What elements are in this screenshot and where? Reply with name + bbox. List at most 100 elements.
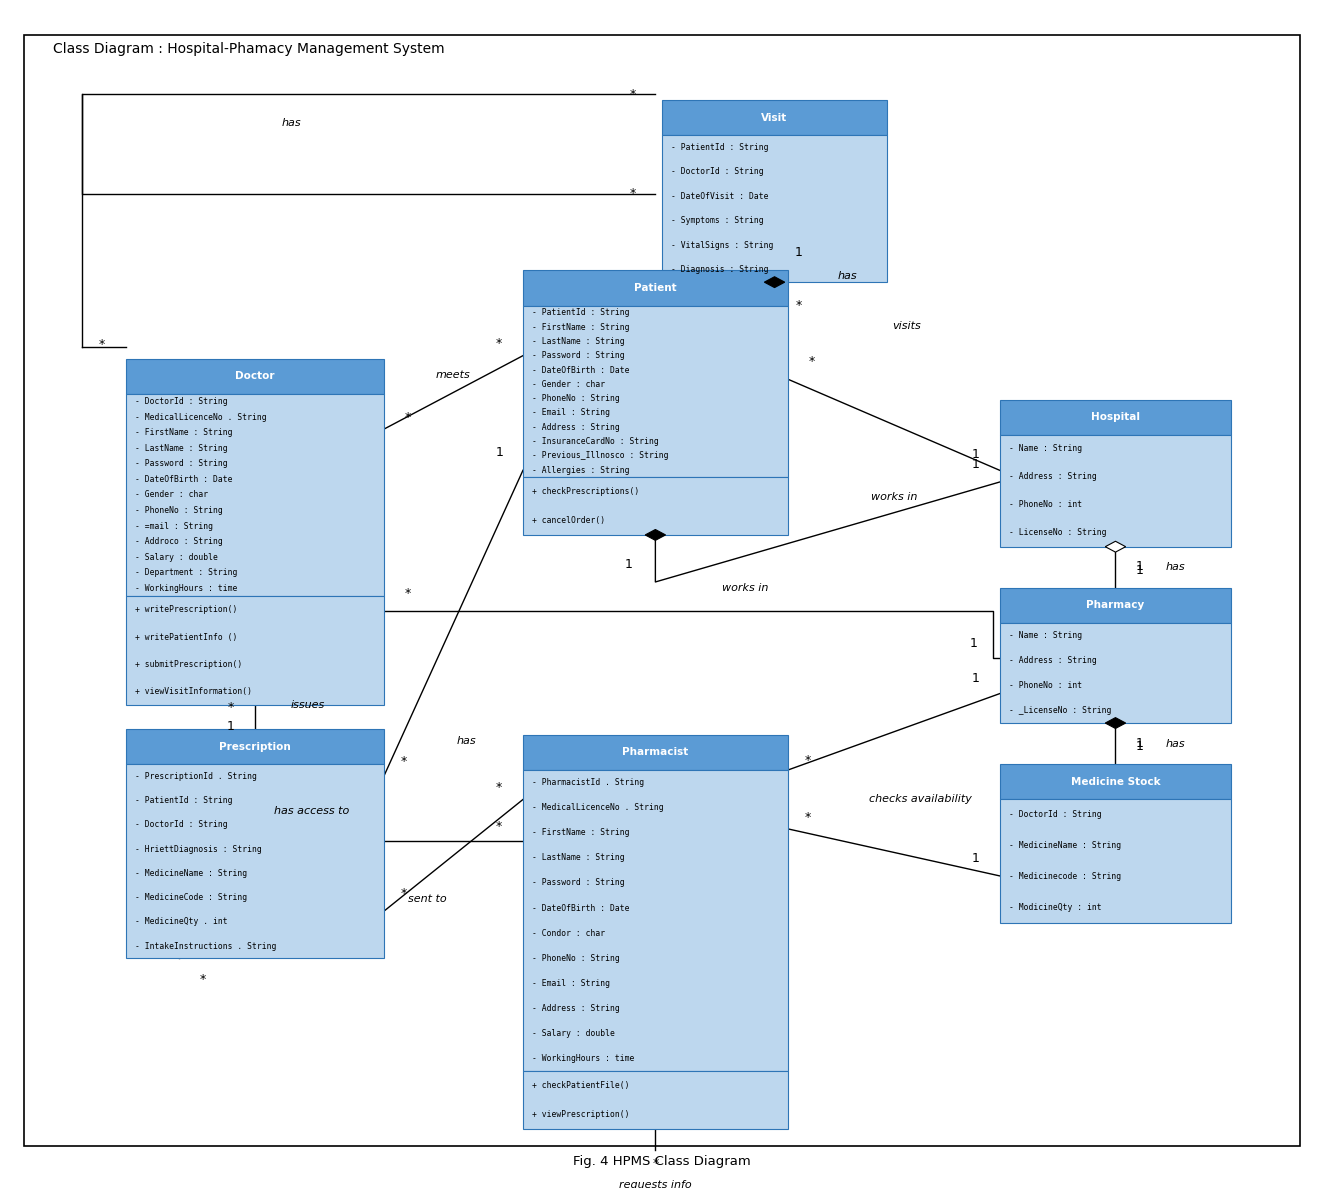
Text: 1: 1 [1136,740,1143,753]
Text: Patient: Patient [634,283,677,293]
Text: - LastName : String: - LastName : String [532,853,625,862]
Text: - MedicineName : String: - MedicineName : String [135,868,248,878]
Text: works in: works in [870,492,918,501]
Text: - MedicineQty . int: - MedicineQty . int [135,917,228,927]
Text: - PrescriptionId . String: - PrescriptionId . String [135,772,257,781]
Bar [126,394,384,596]
Text: issues: issues [291,701,324,710]
Text: - Address : String: - Address : String [532,423,620,431]
Text: - Password : String: - Password : String [135,460,228,468]
Text: + viewPrescription(): + viewPrescription() [532,1110,630,1119]
Text: + checkPatientFile(): + checkPatientFile() [532,1081,630,1089]
Text: *: * [630,88,636,101]
Text: - FirstName : String: - FirstName : String [135,428,233,437]
Text: 1: 1 [972,457,980,470]
Text: - Name : String: - Name : String [1009,444,1082,454]
Text: *: * [228,701,234,714]
Text: sent to: sent to [408,895,446,904]
Bar [1000,624,1231,723]
Text: 1: 1 [972,852,980,865]
Text: - MedicineName : String: - MedicineName : String [1009,841,1121,851]
Text: - DateOfBirth : Date: - DateOfBirth : Date [532,904,630,912]
Text: - FirstName : String: - FirstName : String [532,323,630,331]
Bar [126,729,384,764]
Text: - MedicalLicenceNo . String: - MedicalLicenceNo . String [532,803,663,813]
Text: Visit: Visit [761,113,788,122]
Bar [1000,800,1231,923]
Text: Medicine Stock: Medicine Stock [1071,777,1160,786]
Bar [1000,588,1231,624]
Text: - PhoneNo : String: - PhoneNo : String [135,506,222,516]
Polygon shape [645,530,666,541]
Text: Pharmacy: Pharmacy [1087,600,1144,611]
Text: Doctor: Doctor [236,371,274,381]
Text: - Gender : char: - Gender : char [532,380,605,388]
Text: 1: 1 [972,672,980,684]
Bar [523,770,788,1072]
Text: has: has [838,271,857,282]
Text: 1: 1 [1136,563,1143,576]
Bar [662,135,887,283]
Bar [126,359,384,394]
Text: *: * [405,587,410,600]
Text: - DateOfBirth : Date: - DateOfBirth : Date [532,366,630,374]
Text: *: * [809,355,814,368]
Text: - InsuranceCardNo : String: - InsuranceCardNo : String [532,437,659,446]
Text: + checkPrescriptions(): + checkPrescriptions() [532,487,639,497]
Text: - PharmacistId . String: - PharmacistId . String [532,778,645,788]
Text: has: has [457,735,477,746]
Text: - PhoneNo : int: - PhoneNo : int [1009,500,1082,510]
Text: Prescription: Prescription [218,741,291,752]
Text: - Allergies : String: - Allergies : String [532,466,630,475]
Text: meets: meets [436,369,471,380]
Text: - DateOfBirth : Date: - DateOfBirth : Date [135,475,233,484]
Bar [662,100,887,135]
Bar [523,305,788,478]
Text: visits: visits [892,321,922,331]
Text: - Address : String: - Address : String [1009,473,1096,481]
Text: - MedicineCode : String: - MedicineCode : String [135,893,248,902]
Text: - Condor : char: - Condor : char [532,929,605,937]
Text: 1: 1 [1136,561,1143,573]
Text: + submitPrescription(): + submitPrescription() [135,659,242,669]
Text: - Salary : double: - Salary : double [532,1029,616,1038]
Text: *: * [401,756,406,769]
Text: 1: 1 [969,637,977,650]
Text: *: * [99,337,105,350]
Text: - PhoneNo : String: - PhoneNo : String [532,954,620,962]
Text: - PhoneNo : int: - PhoneNo : int [1009,681,1082,690]
Text: - DoctorId : String: - DoctorId : String [1009,810,1102,820]
Text: - Password : String: - Password : String [532,878,625,887]
Text: - DateOfVisit : Date: - DateOfVisit : Date [671,192,769,201]
Text: - Medicinecode : String: - Medicinecode : String [1009,872,1121,881]
Text: *: * [630,188,636,201]
Text: - VitalSigns : String: - VitalSigns : String [671,241,773,249]
Text: Pharmacist: Pharmacist [622,747,688,758]
Text: - Diagnosis : String: - Diagnosis : String [671,265,769,274]
Text: - Email : String: - Email : String [532,409,610,417]
Bar [1000,764,1231,800]
Bar [523,1072,788,1129]
Text: - Addroco : String: - Addroco : String [135,537,222,546]
Text: *: * [200,973,205,986]
Text: - LicenseNo : String: - LicenseNo : String [1009,529,1107,537]
Text: checks availability: checks availability [869,795,972,804]
Text: *: * [401,887,406,901]
Text: *: * [805,754,810,767]
Text: works in: works in [722,583,768,593]
Text: - WorkingHours : time: - WorkingHours : time [135,583,237,593]
Text: + writePrescription(): + writePrescription() [135,605,237,614]
Text: + writePatientInfo (): + writePatientInfo () [135,632,237,642]
Bar [1000,399,1231,435]
Text: - WorkingHours : time: - WorkingHours : time [532,1054,634,1063]
Text: - DoctorId : String: - DoctorId : String [135,821,228,829]
Text: + viewVisitInformation(): + viewVisitInformation() [135,687,252,696]
Text: - _LicenseNo : String: - _LicenseNo : String [1009,706,1111,715]
Polygon shape [764,277,785,287]
Text: has: has [1165,562,1185,573]
Text: - Email : String: - Email : String [532,979,610,987]
Bar [1000,435,1231,546]
Text: *: * [796,299,801,312]
Text: + cancelOrder(): + cancelOrder() [532,516,605,525]
Text: - LastName : String: - LastName : String [135,444,228,453]
